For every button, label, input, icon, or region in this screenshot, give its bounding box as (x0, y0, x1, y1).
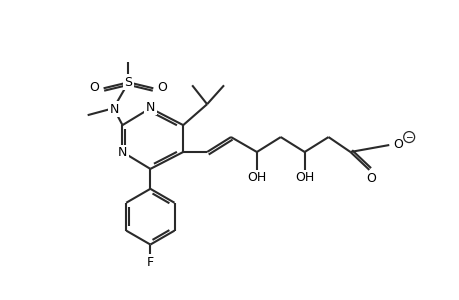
Text: O: O (366, 172, 375, 185)
Text: F: F (146, 256, 154, 269)
Text: N: N (110, 103, 119, 116)
Text: N: N (146, 101, 155, 114)
Text: S: S (124, 76, 132, 89)
Text: −: − (404, 133, 412, 142)
Text: O: O (392, 137, 402, 151)
Text: OH: OH (247, 171, 266, 184)
Text: O: O (90, 81, 99, 94)
Text: N: N (118, 146, 127, 160)
Text: OH: OH (294, 171, 313, 184)
Text: O: O (157, 81, 167, 94)
